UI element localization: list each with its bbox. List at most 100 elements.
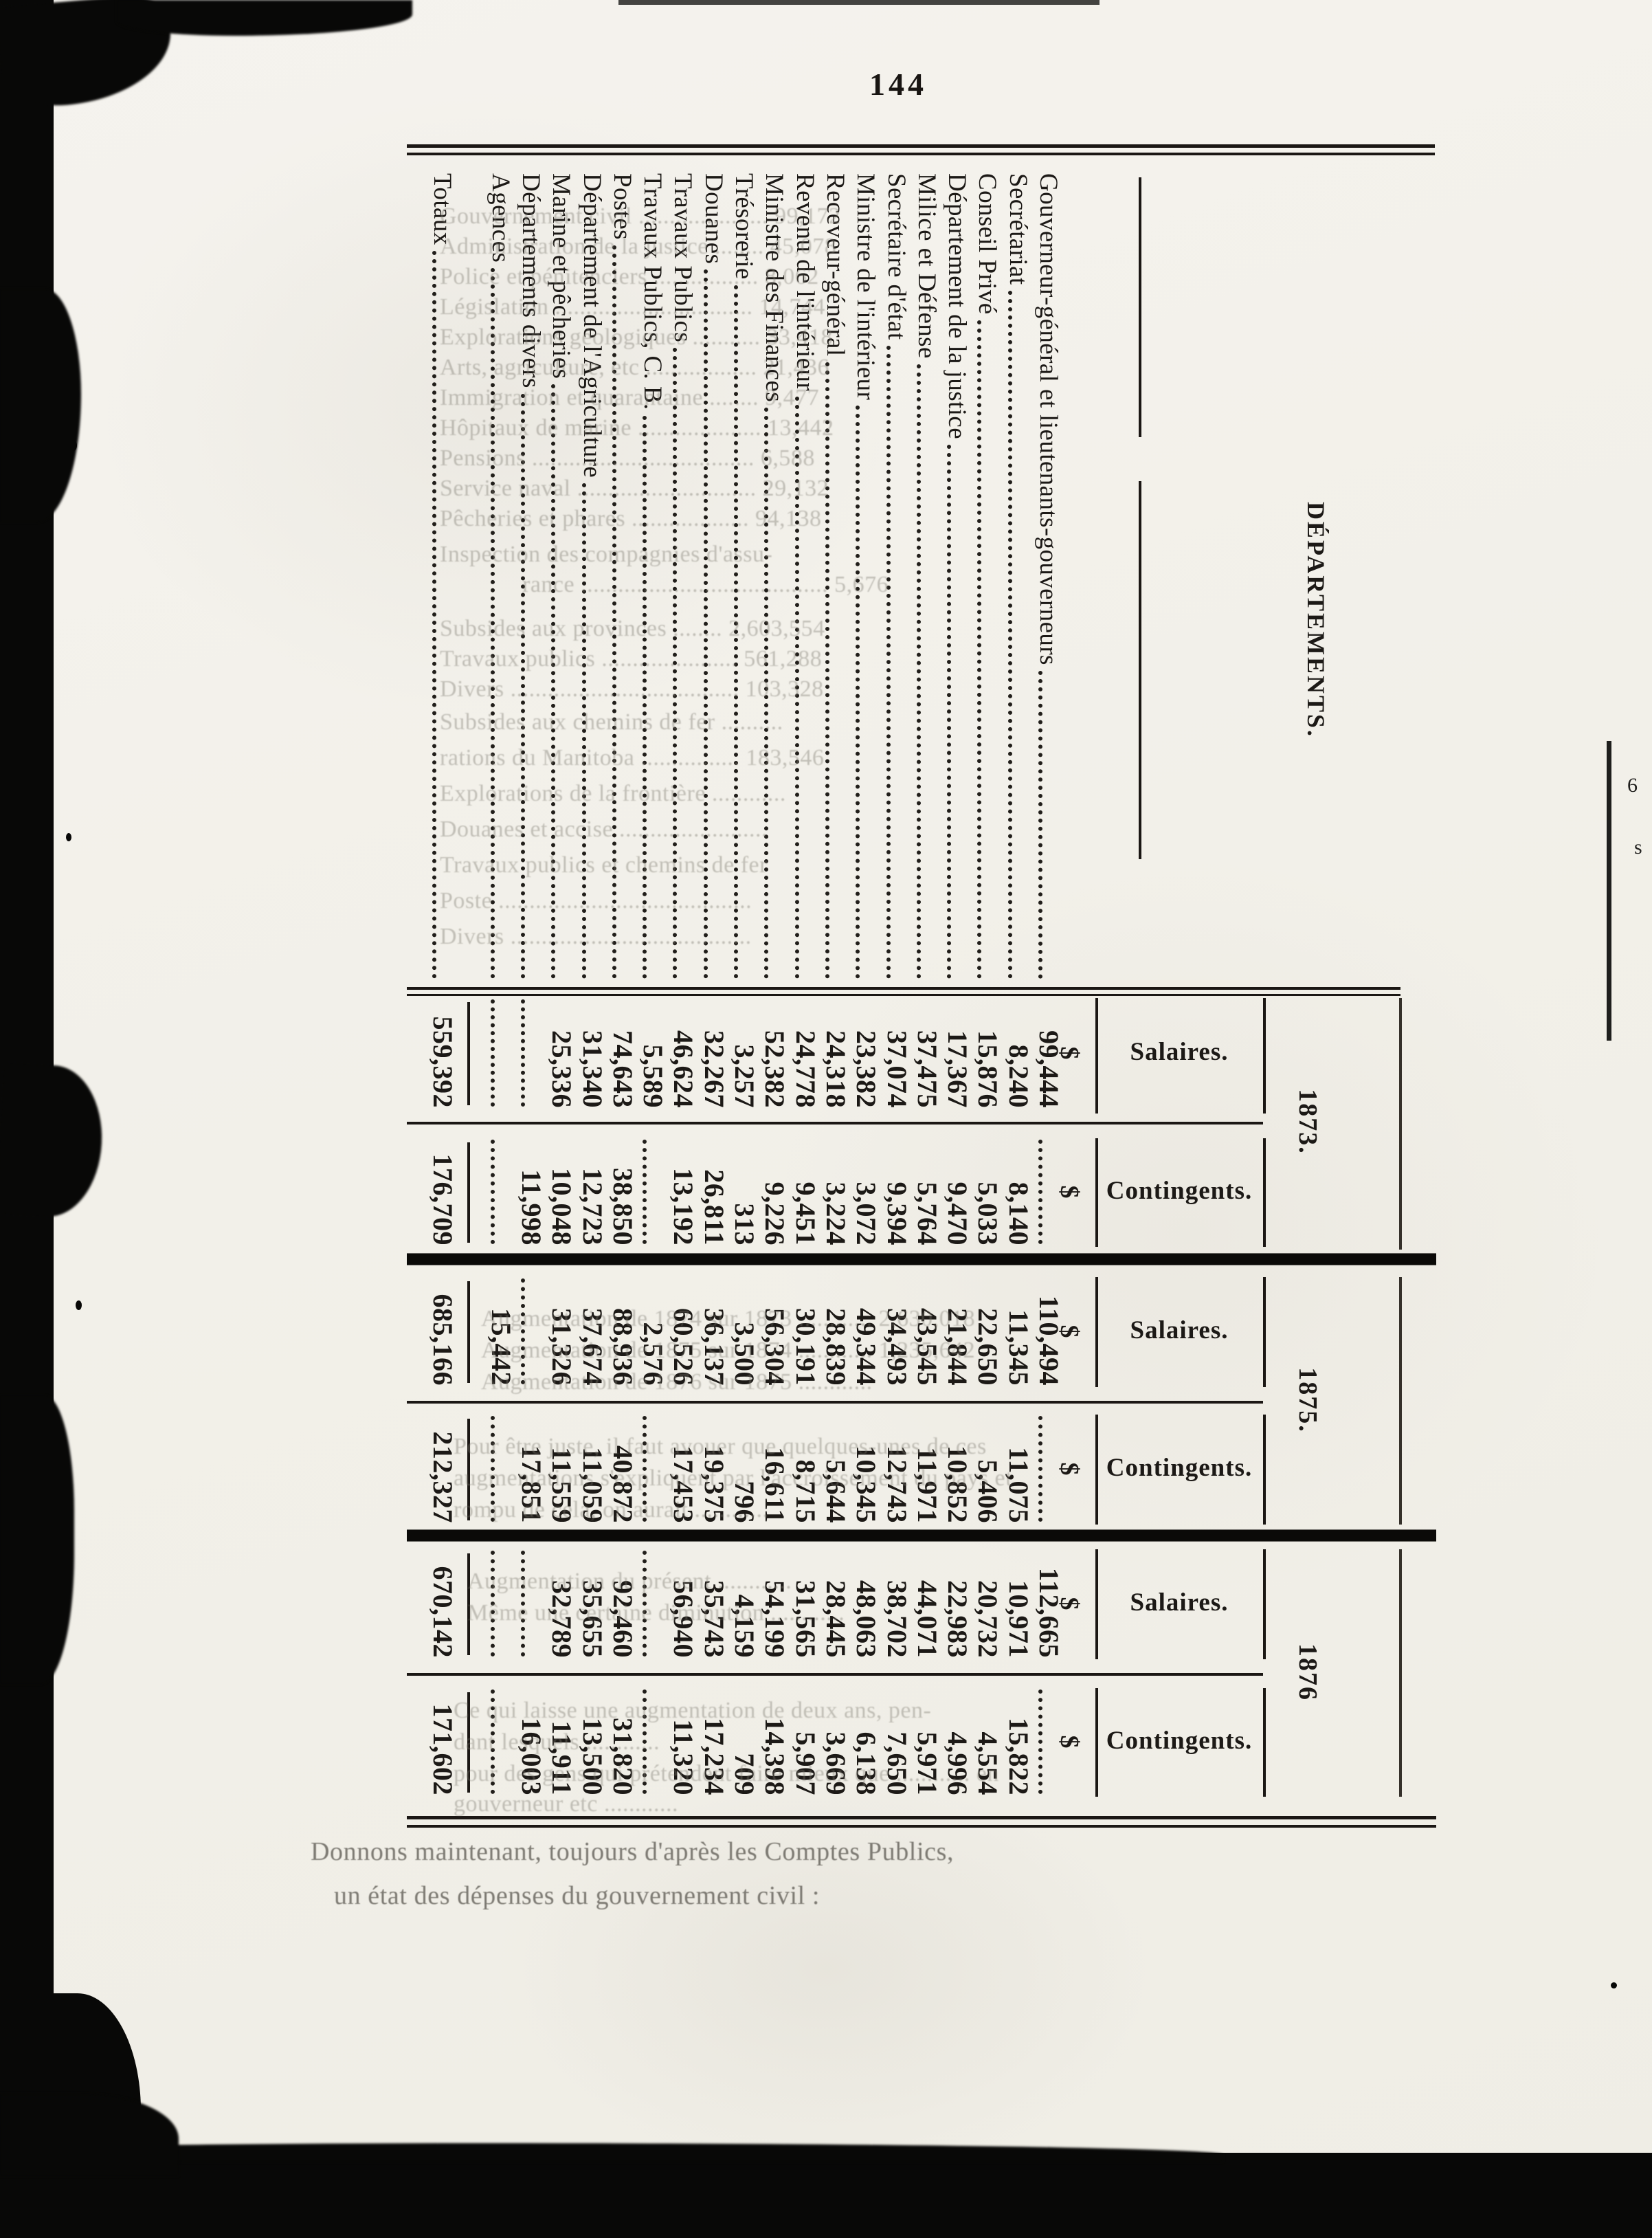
value-cell: 24,318 bbox=[817, 998, 851, 1108]
value-cell: 46,624 bbox=[665, 998, 699, 1108]
value-cell: 37,074 bbox=[878, 998, 913, 1108]
value-cell: 5,589 bbox=[634, 998, 669, 1109]
value-cell: 9,226 bbox=[756, 1138, 790, 1246]
department-name: Conseil Privé bbox=[973, 173, 1001, 315]
department-name: Gouverneur-général et lieutenants-gouver… bbox=[1034, 173, 1062, 665]
value-cell: 48,063 bbox=[847, 1549, 882, 1658]
amount: 25,336 bbox=[546, 1030, 577, 1108]
value-cell: 38,850 bbox=[604, 1138, 638, 1245]
scan-blob-top bbox=[117, 0, 412, 36]
value-cell: 13,192 bbox=[665, 1138, 699, 1245]
footer-paragraph-line1: Donnons maintenant, toujours d'après les… bbox=[311, 1837, 955, 1866]
scan-streak-right bbox=[1607, 741, 1611, 1041]
table-rule bbox=[467, 1002, 470, 1105]
amount: 685,166 bbox=[427, 1294, 458, 1386]
show-through-ghost-line: rations du Manitoba ................ 183… bbox=[440, 745, 825, 771]
show-through-ghost-line: Divers .................................… bbox=[440, 676, 824, 702]
show-through-ghost-line: Arts, agriculture, etc .................… bbox=[440, 355, 829, 380]
amount: 3,072 bbox=[851, 1182, 882, 1246]
scan-speck-2 bbox=[70, 440, 77, 451]
scan-blob-left-2 bbox=[0, 1063, 106, 1219]
value-cell: 17,367 bbox=[939, 998, 973, 1108]
leader-dots bbox=[521, 999, 525, 1107]
table-rule bbox=[1399, 1277, 1402, 1525]
table-rule bbox=[407, 1122, 1263, 1124]
scan-blob-left-3 bbox=[0, 1395, 74, 1684]
show-through-ghost-line: augmentations s'expliquent par l'accrois… bbox=[454, 1465, 1013, 1491]
column-label: Salaires. bbox=[1130, 1316, 1229, 1344]
show-through-ghost-line: Pêcheries et phares ................... … bbox=[440, 506, 822, 531]
table-rule bbox=[1263, 1277, 1266, 1387]
value-cell: 37,475 bbox=[908, 998, 943, 1108]
amount: 37,074 bbox=[882, 1030, 913, 1108]
leader-dots bbox=[947, 445, 951, 979]
amount: 5,764 bbox=[912, 1182, 943, 1246]
scan-edge-bottom-ragged bbox=[0, 2143, 1223, 2162]
table-rule bbox=[467, 1553, 470, 1655]
show-through-ghost-line: Subsides aux chemins de fer .......... bbox=[440, 709, 783, 735]
scan-corner-bottom-left bbox=[0, 2094, 179, 2176]
table-rule bbox=[1095, 1415, 1098, 1525]
show-through-ghost-line: Service naval ..........................… bbox=[440, 476, 829, 501]
amount: 313 bbox=[729, 1203, 760, 1246]
amount: 176,709 bbox=[427, 1153, 458, 1246]
value-cell: 3,257 bbox=[726, 998, 760, 1109]
table-rule bbox=[467, 1142, 470, 1243]
value-cell: 11,345 bbox=[1000, 1277, 1034, 1386]
show-through-ghost-line: Ce qui laisse une augmentation de deux a… bbox=[454, 1698, 932, 1723]
value-cell: 171,602 bbox=[424, 1688, 458, 1796]
show-through-ghost-line: Augmentation du présent ............ bbox=[467, 1569, 792, 1594]
amount: 11,998 bbox=[516, 1169, 547, 1245]
value-cell: 74,643 bbox=[604, 998, 638, 1108]
page-number: 144 bbox=[869, 67, 927, 102]
leader-dots bbox=[886, 345, 891, 979]
department-row-label: Conseil Privé bbox=[969, 173, 1001, 983]
department-row-label: Département de la justice bbox=[939, 173, 971, 983]
value-cell: 212,327 bbox=[424, 1415, 458, 1524]
value-cell: 9,451 bbox=[787, 1138, 821, 1246]
show-through-ghost-line: Immigration et quarantaine ........ 9,47… bbox=[440, 385, 820, 410]
leader-dots bbox=[643, 1140, 647, 1244]
year-label: 1873. bbox=[1293, 1089, 1322, 1155]
leader-dots bbox=[1038, 670, 1042, 979]
show-through-ghost-line: Pensions ...............................… bbox=[440, 445, 815, 471]
year-label: 1875. bbox=[1293, 1367, 1322, 1433]
amount: 11,345 bbox=[1003, 1309, 1034, 1386]
show-through-ghost-line: Travaux publics ...................... 5… bbox=[440, 646, 823, 672]
amount: 32,267 bbox=[699, 1030, 730, 1108]
department-name: Ministre de l'intérieur bbox=[851, 173, 880, 401]
show-through-ghost-line: Subsides aux provinces ........ 2,603,55… bbox=[440, 616, 825, 641]
value-cell: 10,048 bbox=[543, 1138, 577, 1245]
scan-mark-right-2: s bbox=[1634, 836, 1642, 858]
show-through-ghost-line: Explorations de la frontière ...........… bbox=[440, 781, 786, 806]
dollar-sign: $ bbox=[1055, 1325, 1084, 1338]
amount: 24,778 bbox=[790, 1030, 821, 1108]
value-cell: 23,382 bbox=[847, 998, 882, 1108]
amount: 9,226 bbox=[759, 1182, 790, 1246]
amount: 15,822 bbox=[1003, 1718, 1034, 1795]
leader-dots bbox=[856, 406, 860, 979]
table-rule bbox=[467, 1419, 470, 1520]
show-through-ghost-line: rompu de cela, on aurait ............ bbox=[454, 1497, 769, 1522]
table-rule bbox=[1263, 998, 1266, 1114]
value-cell: 8,240 bbox=[1000, 998, 1034, 1109]
value-cell: 20,732 bbox=[969, 1549, 1003, 1658]
dollar-sign: $ bbox=[1055, 1462, 1084, 1476]
scan-edge-bottom bbox=[0, 2153, 1652, 2238]
show-through-ghost-line: gouverneur etc ............ bbox=[454, 1791, 678, 1817]
table-rule bbox=[407, 987, 1400, 990]
leader-dots bbox=[1008, 290, 1012, 979]
amount: 8,240 bbox=[1003, 1044, 1034, 1109]
dollar-sign: $ bbox=[1055, 1046, 1084, 1060]
value-cell: 5,033 bbox=[969, 1138, 1003, 1246]
department-name: Secrétaire d'état bbox=[882, 173, 911, 340]
amount: 52,382 bbox=[759, 1030, 790, 1108]
column-label: Contingents. bbox=[1106, 1453, 1253, 1482]
empty-value-cell bbox=[513, 998, 544, 1108]
table-rule bbox=[1095, 1549, 1098, 1659]
amount: 46,624 bbox=[668, 1030, 699, 1108]
value-cell: 8,140 bbox=[1000, 1138, 1034, 1246]
value-cell: 15,822 bbox=[1000, 1688, 1034, 1795]
amount: 5,033 bbox=[972, 1182, 1003, 1246]
